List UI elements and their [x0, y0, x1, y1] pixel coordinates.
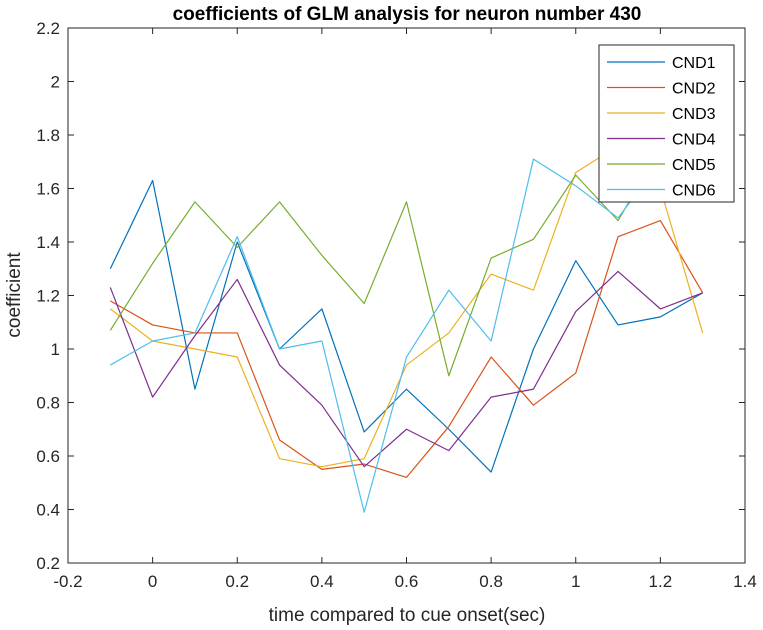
y-tick-label: 0.2 — [36, 554, 60, 573]
y-tick-label: 2.2 — [36, 19, 60, 38]
series-line-cnd5 — [109, 147, 704, 377]
x-axis-label: time compared to cue onset(sec) — [269, 605, 546, 626]
legend-label-cnd6: CND6 — [672, 183, 716, 200]
x-tick-label: 0.8 — [479, 572, 503, 591]
x-tick-label: 0.6 — [395, 572, 419, 591]
series-line-cnd6 — [110, 158, 703, 513]
y-tick-label: 0.6 — [36, 447, 60, 466]
axes — [67, 27, 746, 564]
legend: CND1 CND2 CND3 CND4 CND5 CND6 — [598, 44, 735, 203]
y-tick-label: 0.4 — [36, 501, 60, 520]
x-tick-label: 1.4 — [733, 572, 757, 591]
y-axis-label: coefficient — [4, 252, 25, 338]
y-tick-label: 1.4 — [36, 233, 60, 252]
y-tick-label: 0.8 — [36, 394, 60, 413]
y-tick-label: 1.2 — [36, 287, 60, 306]
legend-label-cnd1: CND1 — [672, 55, 716, 72]
y-tick-label: 1.8 — [36, 126, 60, 145]
legend-label-cnd2: CND2 — [672, 81, 716, 98]
x-tick-label: 0.2 — [225, 572, 249, 591]
series-line-cnd1 — [109, 179, 703, 473]
series-line-cnd2 — [110, 220, 704, 478]
y-tick-label: 2 — [51, 73, 60, 92]
x-tick-label: 1.2 — [649, 572, 673, 591]
legend-label-cnd3: CND3 — [672, 106, 716, 123]
y-tick-label: 1 — [51, 340, 60, 359]
x-tick-label: -0.2 — [53, 572, 82, 591]
legend-label-cnd4: CND4 — [672, 132, 716, 149]
x-tick-label: 0 — [148, 572, 157, 591]
x-tick-label: 0.4 — [310, 572, 334, 591]
x-tick-label: 1 — [571, 572, 580, 591]
legend-box — [598, 44, 735, 203]
chart-title: coefficients of GLM analysis for neuron … — [173, 4, 642, 25]
series-line-cnd4 — [109, 270, 703, 468]
y-tick-label: 1.6 — [36, 180, 60, 199]
legend-label-cnd5: CND5 — [672, 157, 716, 174]
tick-labels: -0.2 0 0.2 0.4 0.6 0.8 1 1.2 1.4 0.2 0.4 0.6 0.8 1 1.2… — [36, 19, 756, 591]
